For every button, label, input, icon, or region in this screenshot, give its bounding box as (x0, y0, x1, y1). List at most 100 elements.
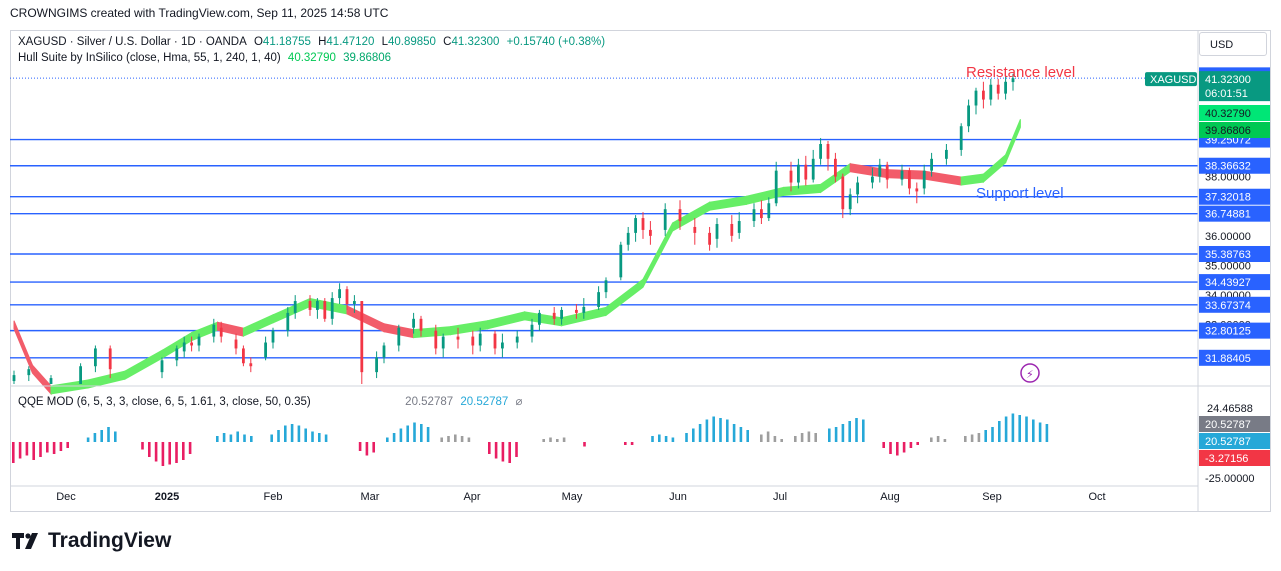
qqe-bar (712, 416, 715, 442)
qqe-bar (222, 433, 226, 442)
qqe-bar (290, 424, 294, 442)
time-axis-label: Feb (264, 491, 283, 503)
qqe-bar (780, 439, 783, 442)
qqe-bar (270, 434, 273, 442)
time-axis-label: Jun (669, 491, 687, 503)
qqe-value-a: 20.52787 (405, 396, 454, 408)
candle-body (94, 348, 97, 367)
qqe-bar (726, 419, 729, 442)
hull-value-b: 39.86806 (343, 52, 392, 64)
candle-body (945, 149, 948, 159)
qqe-bar (52, 442, 56, 454)
qqe-histogram: 24.46588 20.52787 20.52787 -3.27156 -25.0000… (10, 30, 1270, 512)
qqe-bar (141, 442, 144, 450)
hull-segment (413, 326, 452, 339)
hull-segment (1005, 119, 1021, 164)
level-label-bg (1199, 188, 1270, 205)
candle-body (538, 312, 541, 325)
hull-value-a: 40.32790 (287, 52, 336, 64)
support-label: Support level (976, 185, 1064, 202)
candle-body (552, 312, 556, 319)
tradingview-logo[interactable]: TradingView (12, 529, 171, 553)
qqe-bar (406, 425, 409, 442)
qqe-bar (236, 431, 239, 442)
candle-body (871, 176, 874, 183)
candle-body (471, 336, 475, 346)
time-axis-label: Mar (361, 491, 380, 503)
qqe-bar (814, 433, 817, 442)
qqe-bar (229, 434, 233, 442)
hull-segment (524, 311, 563, 327)
candle-body (841, 176, 845, 210)
candle-body (242, 348, 245, 364)
candle-body (619, 244, 623, 278)
hull-segment (746, 186, 785, 205)
qqe-bar (39, 442, 42, 457)
candle-body (308, 301, 312, 310)
candle-body (604, 280, 608, 293)
level-label-bg (1199, 322, 1270, 339)
candle-body (286, 312, 290, 331)
level-label: 36.74881 (1205, 209, 1251, 221)
qqe-bar (454, 434, 457, 442)
candle-body (316, 301, 319, 310)
time-axis-label: May (562, 491, 583, 503)
candle-body (441, 336, 445, 349)
qqe-bar (311, 431, 314, 442)
qqe-bar (494, 442, 498, 459)
candle-body (730, 224, 734, 236)
chart-credit: CROWNGIMS created with TradingView.com, … (10, 6, 389, 20)
qqe-value-label: 20.52787 (1205, 419, 1251, 431)
qqe-bar (630, 442, 634, 445)
candle-body (375, 357, 378, 373)
qqe-bar (392, 433, 396, 442)
qqe-bar (698, 424, 702, 442)
low-value: 40.89850 (387, 36, 436, 48)
qqe-bar (277, 430, 280, 442)
qqe-bar (154, 442, 158, 462)
hull-segment (50, 379, 89, 395)
candle-body (1011, 78, 1015, 83)
qqe-bar (188, 442, 192, 454)
qqe-bar (372, 442, 375, 453)
qqe-bar (855, 418, 858, 442)
time-axis-label: Jul (773, 491, 787, 503)
candle-body (885, 164, 889, 180)
candle-body (767, 203, 771, 219)
qqe-bar (100, 430, 103, 442)
qqe-bar (1018, 415, 1021, 442)
qqe-bar (794, 436, 797, 442)
candle-body (330, 298, 334, 319)
qqe-bar (800, 433, 804, 442)
candle-body (419, 318, 423, 331)
qqe-bar (148, 442, 151, 457)
candle-body (715, 224, 719, 239)
qqe-bar (358, 442, 362, 451)
qqe-bar (284, 425, 287, 442)
qqe-bar (488, 442, 491, 454)
currency-button[interactable]: USD (1199, 32, 1267, 56)
candle-body (663, 209, 667, 230)
qqe-bar (828, 428, 831, 442)
symbol-tag-bg (1145, 72, 1197, 87)
candle-body (996, 84, 1000, 94)
qqe-bar (460, 436, 464, 442)
hull-segment (783, 183, 822, 196)
hull-segment (709, 195, 748, 211)
candle-body (515, 336, 519, 343)
candle-body (397, 327, 401, 346)
eye-off-icon[interactable]: ⌀ (515, 396, 523, 408)
qqe-bar (936, 436, 940, 442)
level-label-bg (1199, 274, 1270, 291)
qqe-bar (671, 437, 675, 442)
qqe-bar (297, 425, 301, 442)
qqe-bar (556, 439, 559, 442)
candle-body (323, 301, 327, 319)
qqe-bar (896, 442, 899, 456)
candle-body (811, 158, 815, 180)
hull-segment (642, 222, 674, 288)
qqe-bar (399, 428, 403, 442)
candle-body (501, 342, 504, 349)
qqe-bar (250, 436, 253, 442)
